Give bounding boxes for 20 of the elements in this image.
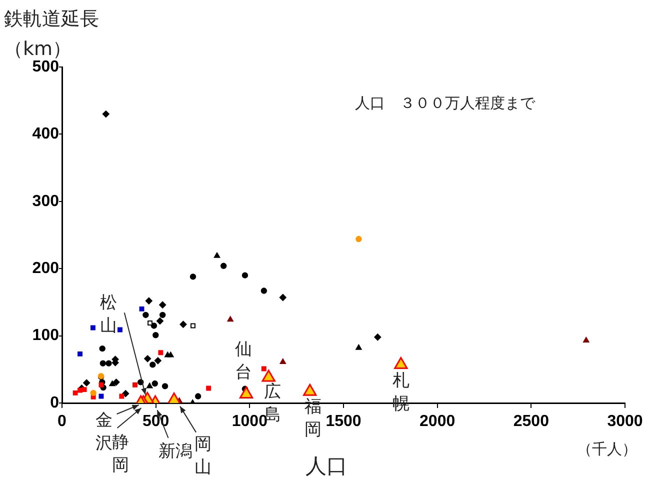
- annotation: 仙台: [234, 340, 252, 383]
- y-axis-title: 鉄軌道延長（km）: [4, 7, 100, 60]
- annotation: 松山: [100, 293, 117, 336]
- x-tick-label: 3000: [607, 413, 643, 430]
- x-tick-label: 1500: [326, 413, 362, 430]
- x-axis-title: 人口: [306, 454, 348, 478]
- x-tick-label: 2000: [420, 413, 456, 430]
- text: （千人）: [577, 440, 637, 459]
- annotation: 金沢: [95, 410, 112, 454]
- annotation: 静岡: [112, 432, 129, 476]
- annotation: 新潟: [158, 441, 192, 462]
- annotation: 人口 ３００万人程度まで: [355, 94, 535, 113]
- annotation: 岡山: [194, 434, 212, 478]
- y-tick-label: 200: [32, 260, 60, 278]
- y-tick-label: 0: [50, 394, 60, 412]
- y-tick-label: 400: [32, 126, 60, 143]
- y-tick-label: 300: [32, 192, 60, 210]
- y-tick-label: 500: [32, 58, 60, 76]
- x-tick-label: 2500: [513, 413, 550, 430]
- y-tick-label: 100: [32, 327, 60, 344]
